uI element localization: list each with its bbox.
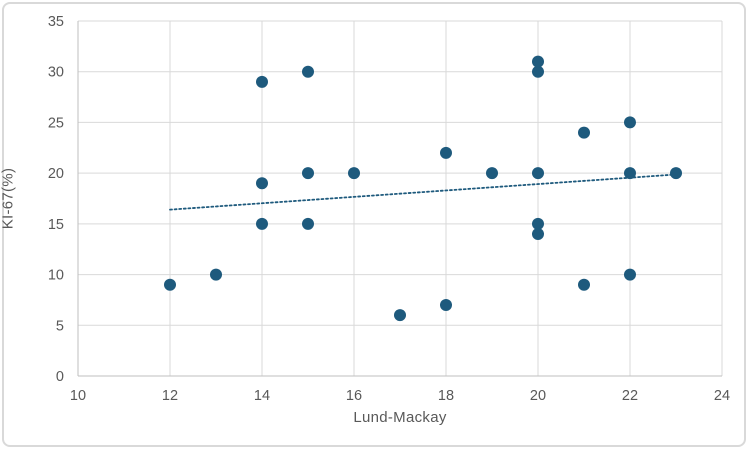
x-tick-label: 10 — [70, 388, 86, 404]
data-point — [624, 116, 636, 129]
data-point — [348, 167, 360, 180]
x-axis-title: Lund-Mackay — [353, 409, 447, 426]
y-tick-label: 35 — [48, 14, 64, 30]
x-tick-label: 22 — [622, 388, 638, 404]
y-tick-label: 20 — [48, 166, 64, 182]
data-point — [532, 217, 544, 230]
data-point — [256, 75, 268, 88]
x-tick-label: 18 — [438, 388, 454, 404]
data-point — [302, 65, 314, 78]
data-point — [578, 278, 590, 291]
data-point — [532, 55, 544, 68]
data-point — [302, 167, 314, 180]
data-point — [164, 278, 176, 291]
x-tick-label: 14 — [254, 388, 270, 404]
y-tick-label: 15 — [48, 217, 64, 233]
x-tick-label: 16 — [346, 388, 362, 404]
data-point — [486, 167, 498, 180]
data-point — [394, 309, 406, 322]
data-point — [210, 268, 222, 281]
data-point — [624, 268, 636, 281]
y-axis-title: KI-67(%) — [0, 167, 17, 230]
data-point — [302, 217, 314, 230]
data-point — [532, 167, 544, 180]
x-tick-label: 20 — [530, 388, 546, 404]
data-point — [532, 228, 544, 240]
y-tick-label: 10 — [48, 268, 64, 284]
y-tick-label: 30 — [48, 65, 64, 81]
data-point — [440, 299, 452, 311]
y-tick-label: 5 — [56, 318, 64, 334]
data-point — [256, 177, 268, 190]
y-tick-label: 25 — [48, 115, 64, 131]
x-tick-label: 12 — [162, 388, 178, 404]
data-point — [578, 126, 590, 139]
data-point — [624, 167, 636, 180]
y-tick-label: 0 — [56, 369, 64, 385]
data-point — [670, 167, 682, 180]
trendline — [169, 173, 682, 211]
x-tick-label: 24 — [714, 388, 730, 404]
data-point — [256, 217, 268, 230]
chart-frame — [2, 2, 746, 447]
data-point — [532, 65, 544, 78]
data-point — [440, 146, 452, 159]
